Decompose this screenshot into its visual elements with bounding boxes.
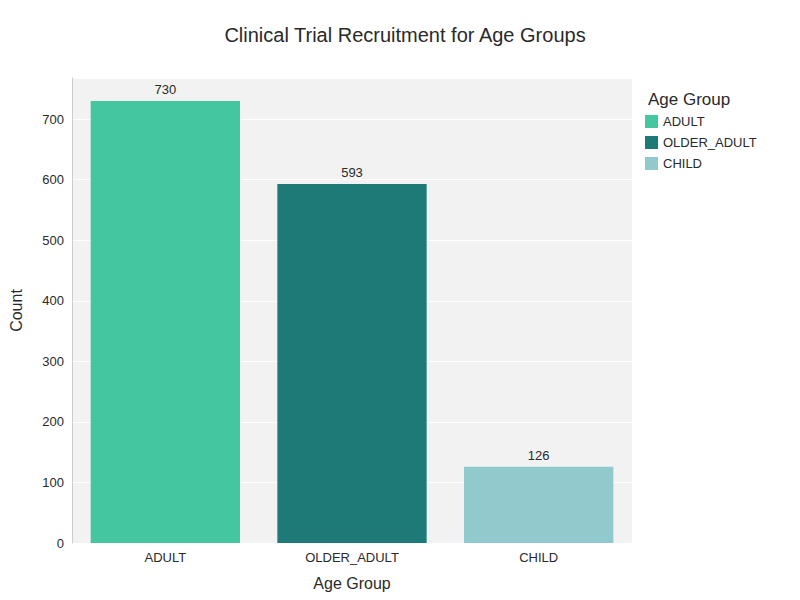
svg-text:400: 400 bbox=[42, 293, 64, 308]
svg-text:593: 593 bbox=[341, 165, 363, 180]
svg-text:100: 100 bbox=[42, 475, 64, 490]
svg-text:0: 0 bbox=[57, 536, 64, 551]
svg-text:Count: Count bbox=[8, 289, 25, 332]
svg-text:200: 200 bbox=[42, 414, 64, 429]
svg-text:300: 300 bbox=[42, 354, 64, 369]
svg-text:ADULT: ADULT bbox=[145, 550, 187, 565]
svg-text:Age Group: Age Group bbox=[648, 90, 730, 109]
svg-text:700: 700 bbox=[42, 112, 64, 127]
svg-text:730: 730 bbox=[154, 82, 176, 97]
svg-text:500: 500 bbox=[42, 233, 64, 248]
svg-text:OLDER_ADULT: OLDER_ADULT bbox=[305, 550, 399, 565]
svg-text:ADULT: ADULT bbox=[663, 114, 705, 129]
svg-text:600: 600 bbox=[42, 172, 64, 187]
svg-text:CHILD: CHILD bbox=[519, 550, 558, 565]
svg-text:Age Group: Age Group bbox=[313, 575, 390, 592]
svg-text:OLDER_ADULT: OLDER_ADULT bbox=[663, 135, 757, 150]
svg-text:CHILD: CHILD bbox=[663, 156, 702, 171]
svg-text:Clinical Trial Recruitment for: Clinical Trial Recruitment for Age Group… bbox=[224, 24, 585, 46]
svg-text:126: 126 bbox=[528, 448, 550, 463]
